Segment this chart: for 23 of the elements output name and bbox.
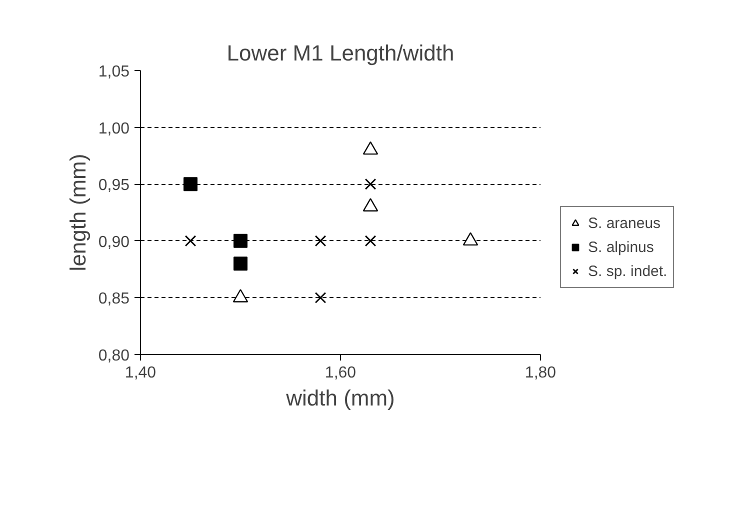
y-tick-label: 1,05 [98, 64, 130, 80]
point [184, 177, 198, 192]
point [314, 292, 326, 304]
point [364, 178, 376, 190]
legend-label: S. alpinus [588, 238, 654, 256]
x-axis-title: width (mm) [285, 386, 395, 410]
y-tick-label: 0,80 [98, 348, 130, 364]
point [234, 256, 248, 271]
chart-title: Lower M1 Length/width [226, 40, 454, 66]
x-tick-label: 1,40 [124, 364, 156, 382]
y-tick-label: 0,85 [98, 290, 130, 308]
point [314, 235, 326, 247]
x-tick-label: 1,80 [524, 364, 556, 382]
point [184, 235, 196, 247]
point [364, 235, 376, 247]
y-tick-label: 0,90 [98, 234, 130, 251]
legend-label: S. sp. indet. [588, 262, 668, 280]
legend-label: S. araneus [588, 214, 661, 232]
y-axis-title: length (mm) [65, 154, 90, 272]
y-tick-label: 0,95 [98, 177, 130, 194]
point [234, 234, 248, 248]
x-tick-label: 1,60 [324, 364, 356, 382]
y-tick-label: 1,00 [98, 120, 130, 138]
